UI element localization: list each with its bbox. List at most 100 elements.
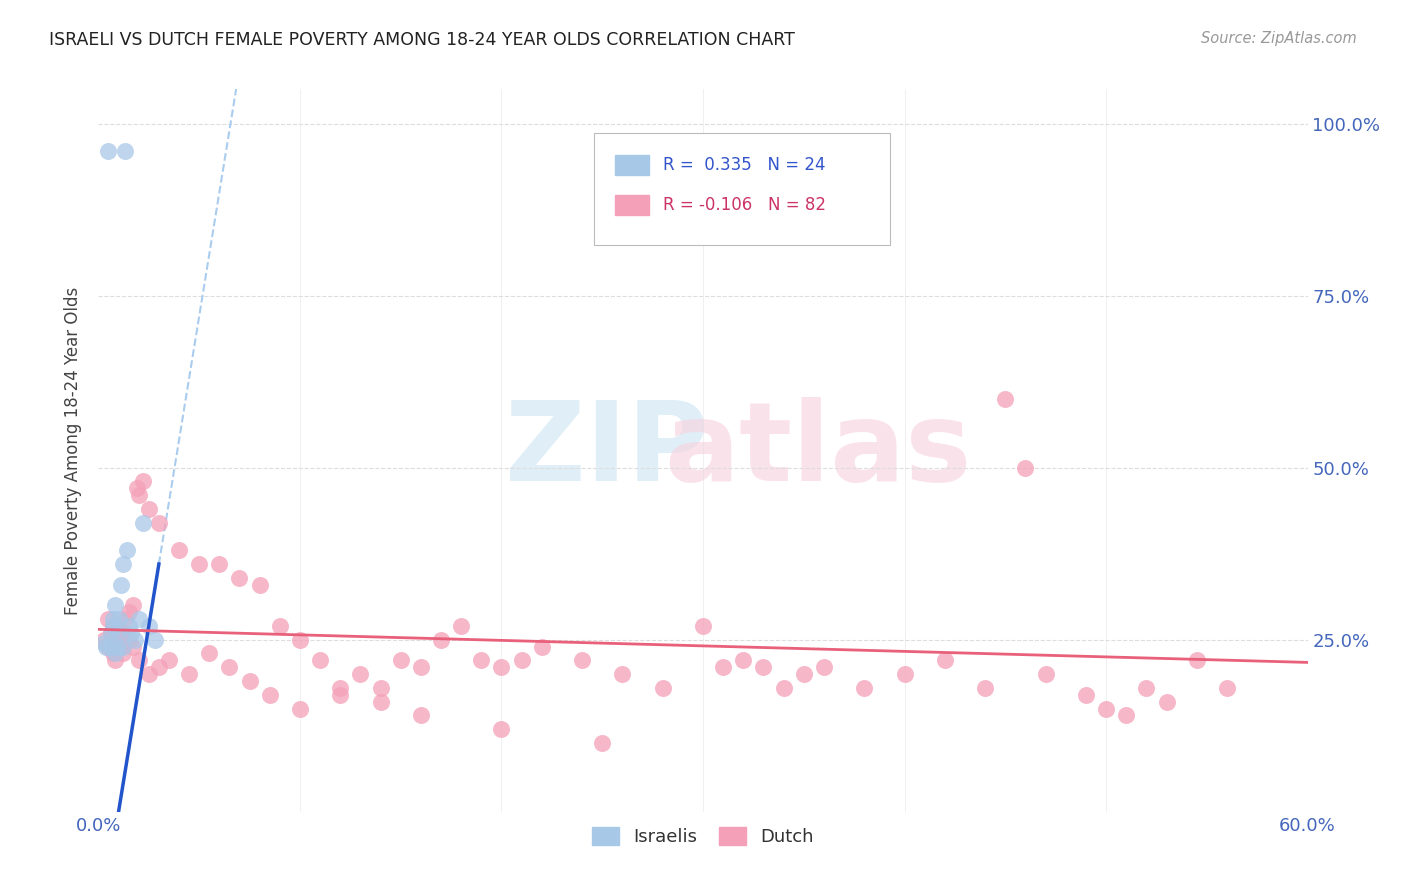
Point: [132, 516, 155, 530]
Point: [167, 543, 190, 558]
Point: [188, 557, 211, 571]
Point: [591, 736, 613, 750]
Point: [148, 660, 170, 674]
Point: [450, 619, 472, 633]
Point: [148, 516, 170, 530]
Point: [329, 681, 352, 695]
Point: [239, 673, 262, 688]
Point: [128, 653, 150, 667]
Point: [409, 660, 432, 674]
Point: [309, 653, 332, 667]
Point: [110, 640, 132, 654]
Point: [125, 481, 148, 495]
Point: [111, 625, 134, 640]
Point: [1115, 708, 1137, 723]
Point: [118, 632, 141, 647]
Point: [1074, 688, 1097, 702]
Point: [128, 488, 150, 502]
Point: [107, 640, 129, 654]
Point: [101, 612, 124, 626]
Point: [530, 640, 553, 654]
Point: [114, 144, 136, 158]
Point: [752, 660, 775, 674]
Point: [100, 625, 122, 640]
Point: [93, 632, 115, 647]
Point: [97, 640, 120, 654]
Point: [1095, 701, 1118, 715]
Point: [571, 653, 593, 667]
Point: [121, 599, 143, 613]
Point: [110, 577, 132, 591]
Point: [101, 619, 124, 633]
Point: [128, 612, 150, 626]
Point: [179, 667, 201, 681]
Point: [105, 640, 128, 654]
Point: [132, 475, 155, 489]
Point: [510, 653, 533, 667]
Point: [100, 640, 122, 654]
Point: [269, 619, 291, 633]
Point: [1135, 681, 1157, 695]
Point: [198, 647, 221, 661]
Point: [772, 681, 794, 695]
Text: R =  0.335   N = 24: R = 0.335 N = 24: [664, 156, 825, 174]
Point: [115, 543, 138, 558]
Y-axis label: Female Poverty Among 18-24 Year Olds: Female Poverty Among 18-24 Year Olds: [65, 286, 83, 615]
Point: [107, 612, 129, 626]
Point: [143, 632, 166, 647]
Point: [692, 619, 714, 633]
Point: [249, 577, 271, 591]
Bar: [614, 155, 648, 175]
Point: [101, 647, 124, 661]
Point: [612, 667, 634, 681]
Point: [118, 605, 141, 619]
Point: [111, 647, 134, 661]
Text: R = -0.106   N = 82: R = -0.106 N = 82: [664, 196, 827, 214]
Point: [111, 640, 134, 654]
Point: [124, 632, 146, 647]
Point: [97, 612, 120, 626]
Point: [711, 660, 734, 674]
Point: [103, 599, 125, 613]
Point: [853, 681, 876, 695]
Point: [813, 660, 835, 674]
Point: [100, 625, 122, 640]
Point: [138, 502, 160, 516]
Point: [208, 557, 231, 571]
Point: [1156, 695, 1178, 709]
Point: [218, 660, 240, 674]
Point: [893, 667, 915, 681]
Point: [370, 695, 392, 709]
Text: atlas: atlas: [664, 397, 972, 504]
Point: [228, 571, 250, 585]
Point: [329, 688, 352, 702]
Point: [793, 667, 815, 681]
Point: [1035, 667, 1057, 681]
Point: [409, 708, 432, 723]
Bar: [614, 194, 648, 215]
Point: [101, 619, 124, 633]
Point: [105, 625, 128, 640]
Point: [651, 681, 673, 695]
Point: [934, 653, 956, 667]
Point: [1185, 653, 1208, 667]
Text: ZIP: ZIP: [505, 397, 709, 504]
Point: [733, 653, 755, 667]
Point: [97, 144, 120, 158]
Point: [138, 619, 160, 633]
Text: Source: ZipAtlas.com: Source: ZipAtlas.com: [1201, 31, 1357, 46]
FancyBboxPatch shape: [595, 133, 890, 244]
Point: [138, 667, 160, 681]
Point: [118, 619, 141, 633]
Point: [107, 625, 129, 640]
Point: [288, 701, 311, 715]
Point: [96, 640, 118, 654]
Point: [1014, 460, 1036, 475]
Point: [259, 688, 281, 702]
Point: [491, 722, 513, 736]
Point: [103, 647, 125, 661]
Point: [389, 653, 412, 667]
Point: [1216, 681, 1239, 695]
Point: [349, 667, 371, 681]
Point: [491, 660, 513, 674]
